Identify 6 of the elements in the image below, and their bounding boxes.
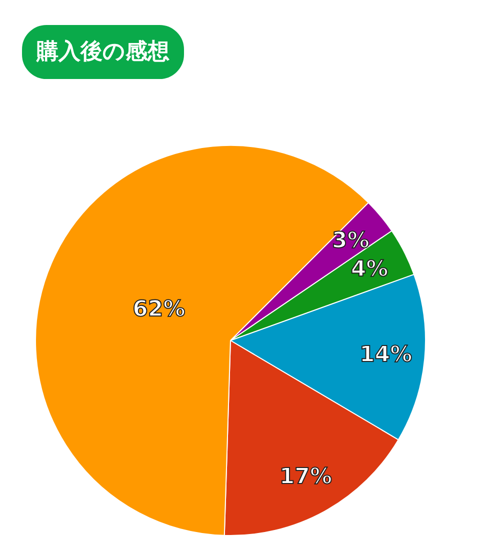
- data-label: 17%: [279, 464, 332, 490]
- chart-title: 購入後の感想: [36, 40, 170, 64]
- data-label: 3%: [332, 228, 370, 254]
- data-label: 62%: [132, 297, 186, 322]
- data-label: 4%: [350, 257, 388, 282]
- data-label: 14%: [359, 342, 412, 368]
